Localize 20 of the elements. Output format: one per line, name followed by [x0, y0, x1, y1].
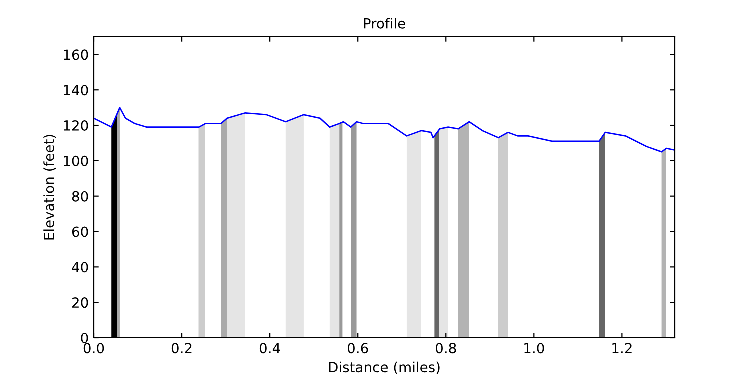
x-axis-title: Distance (miles) — [329, 362, 440, 374]
x-tick-label: 1.2 — [612, 343, 632, 354]
y-tick-label: 40 — [72, 262, 88, 273]
x-tick-label: 0.4 — [260, 343, 280, 354]
y-tick-label: 80 — [72, 191, 88, 202]
y-tick-label: 100 — [64, 156, 88, 166]
y-tick-label: 160 — [64, 50, 88, 60]
x-tick-label: 0.0 — [84, 343, 104, 354]
line-series — [94, 107, 675, 153]
y-tick-label: 20 — [72, 298, 88, 308]
y-tick-label: 60 — [72, 226, 88, 238]
y-tick-label: 140 — [64, 85, 88, 96]
x-tick-label: 1.0 — [524, 343, 544, 354]
x-tick-label: 0.8 — [436, 343, 456, 354]
y-axis-title: Elevation (feet) — [44, 135, 56, 240]
y-tick-label: 0 — [81, 332, 88, 344]
x-tick-label: 0.6 — [348, 343, 368, 354]
x-tick-label: 0.2 — [172, 343, 192, 354]
y-tick-label: 120 — [64, 120, 88, 132]
chart-title: Profile — [364, 18, 406, 29]
